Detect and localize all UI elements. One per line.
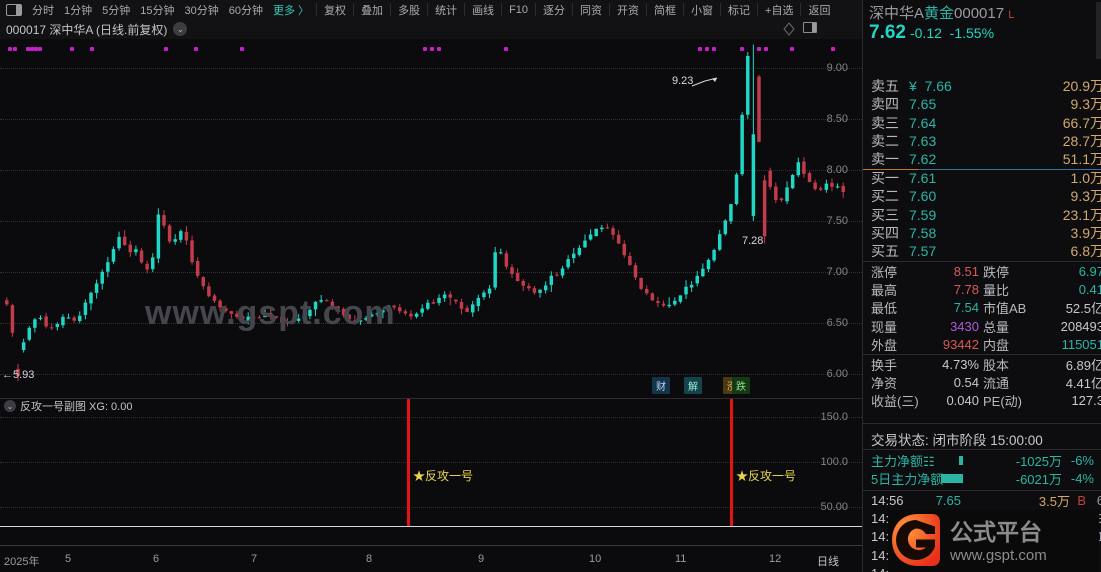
svg-text:www.gspt.com: www.gspt.com bbox=[949, 547, 1047, 564]
svg-text:公式平台: 公式平台 bbox=[950, 519, 1042, 545]
